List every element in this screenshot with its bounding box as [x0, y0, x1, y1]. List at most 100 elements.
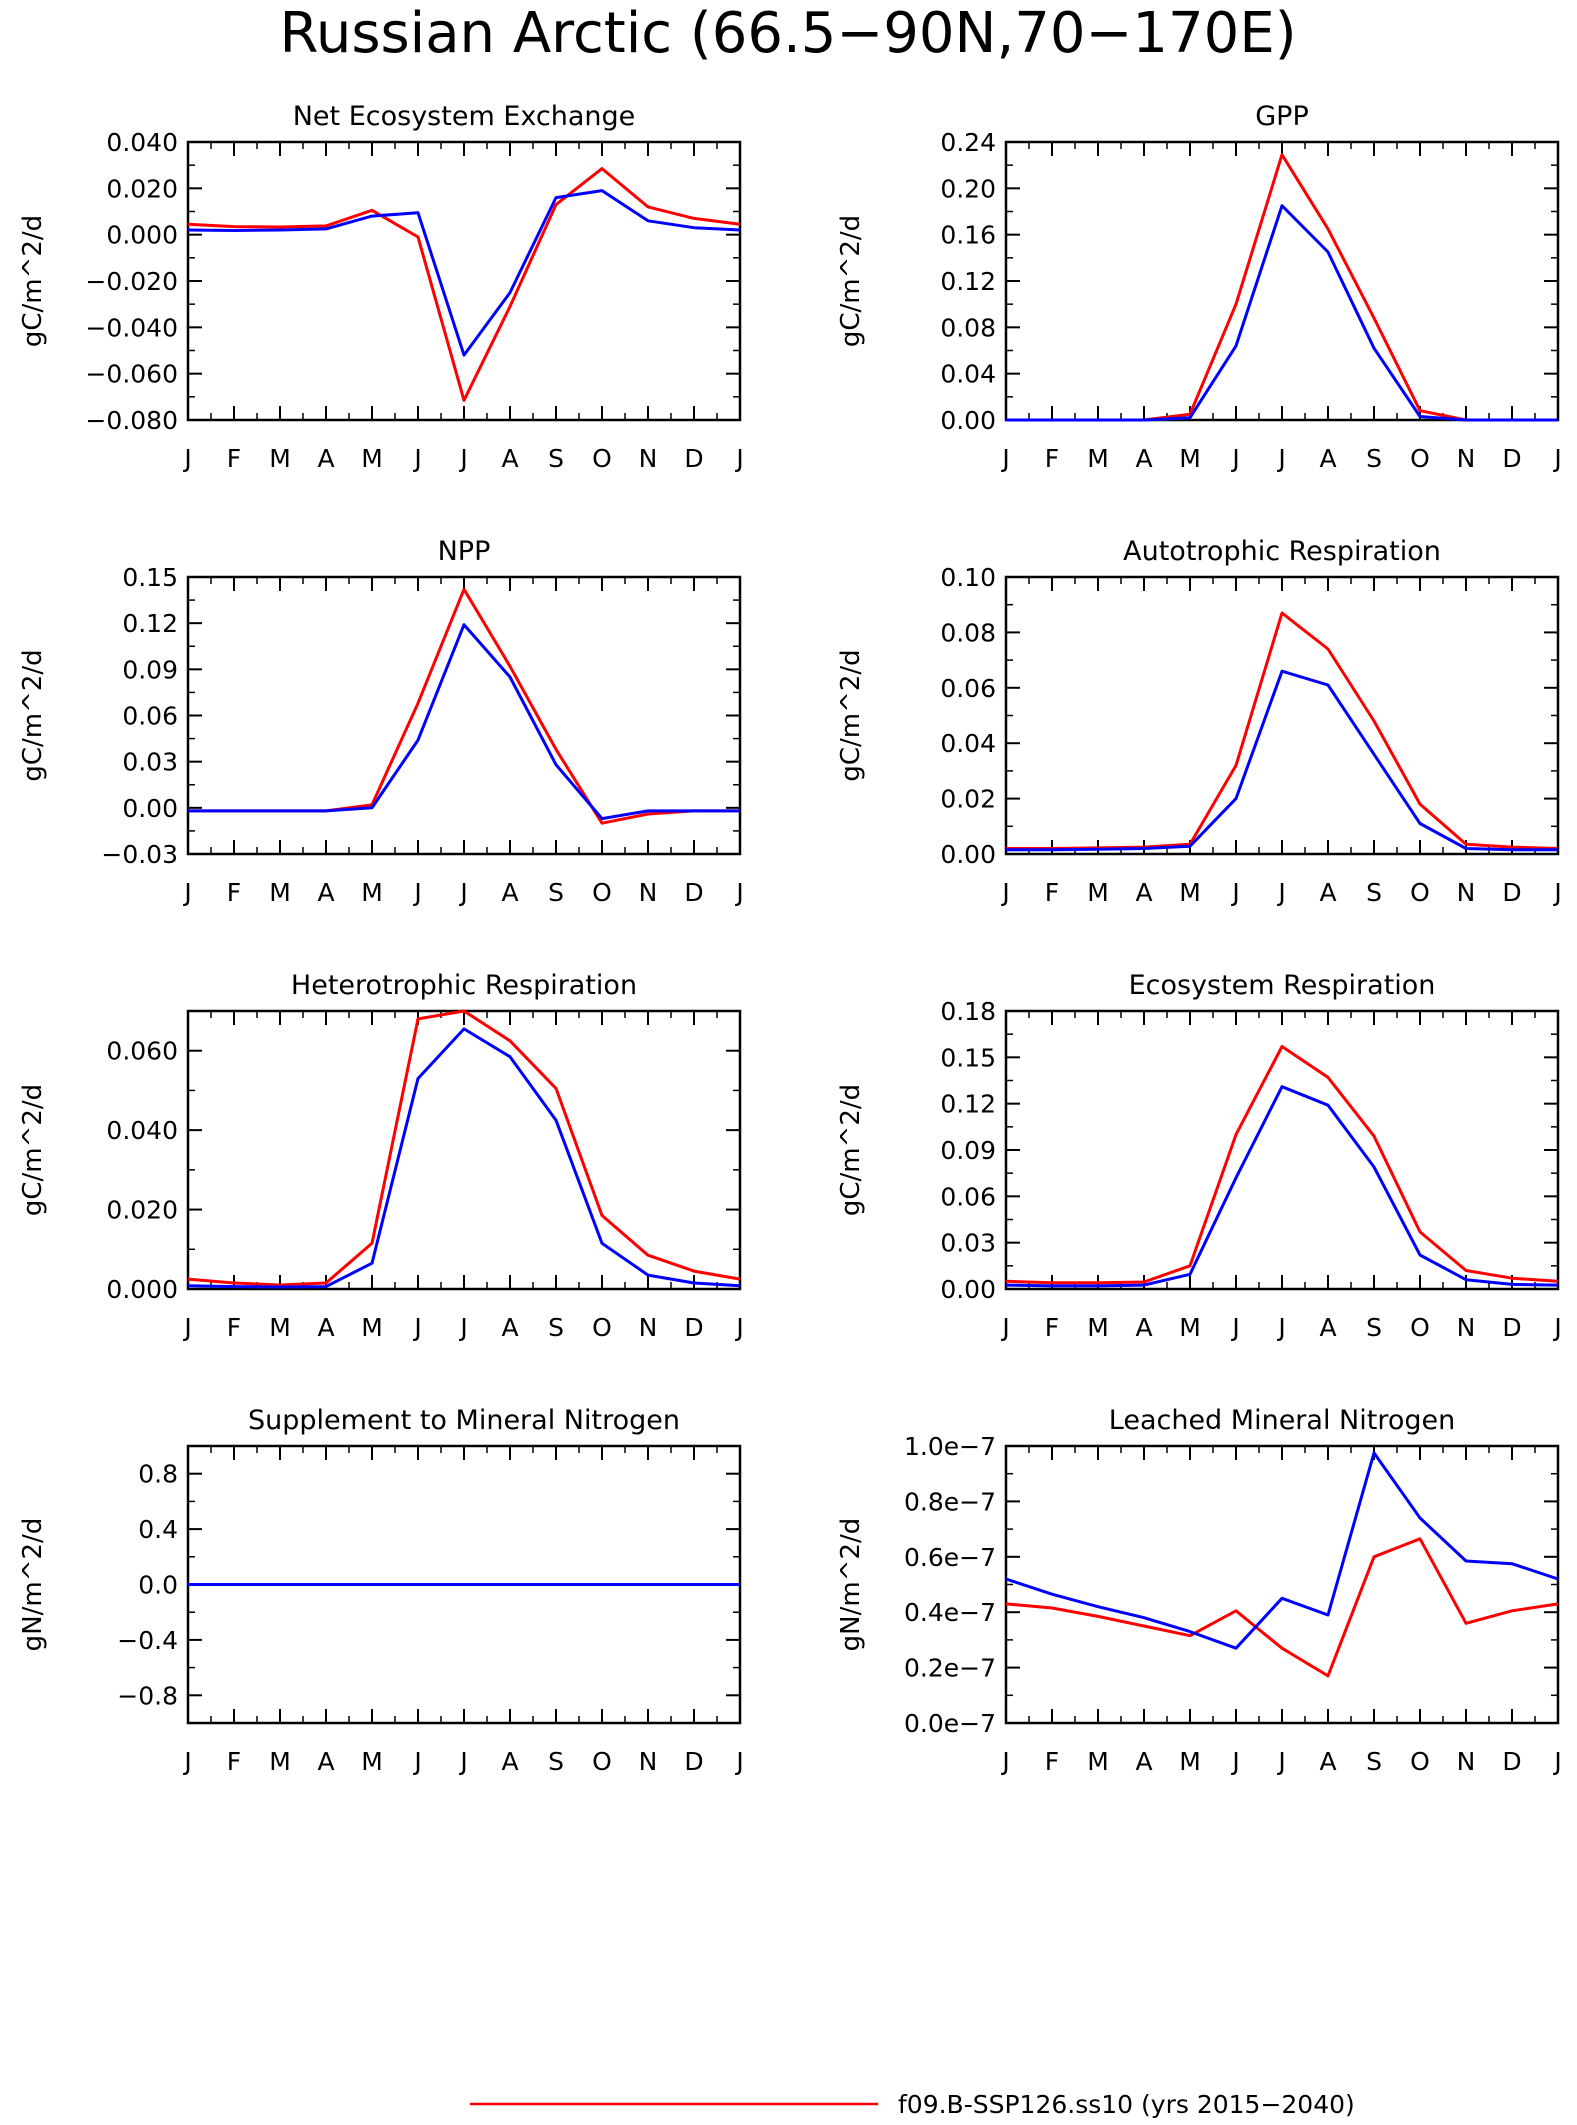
x-tick-label: J	[1552, 1747, 1561, 1776]
y-tick-label: 0.15	[122, 563, 178, 592]
panel-title: Ecosystem Respiration	[1129, 970, 1436, 1001]
y-tick-label: −0.03	[101, 840, 178, 869]
x-tick-label: S	[1366, 444, 1382, 473]
x-tick-label: S	[548, 444, 564, 473]
x-tick-label: M	[361, 444, 383, 473]
x-tick-label: S	[548, 878, 564, 907]
x-tick-label: J	[1552, 1313, 1561, 1342]
x-tick-label: F	[227, 878, 241, 907]
x-tick-label: J	[1230, 1747, 1239, 1776]
plot-frame	[186, 140, 742, 422]
y-tick-label: 0.020	[106, 174, 178, 203]
y-tick-label: 0.12	[940, 1090, 996, 1119]
y-tick-label: 0.040	[106, 1116, 178, 1145]
x-tick-label: J	[1000, 1313, 1009, 1342]
x-tick-label: A	[317, 444, 334, 473]
series-red-line	[187, 167, 741, 402]
x-tick-label: N	[1457, 878, 1476, 907]
x-tick-label: J	[1230, 878, 1239, 907]
x-tick-label: J	[412, 444, 421, 473]
x-tick-label: A	[1135, 1747, 1152, 1776]
x-tick-label: F	[1045, 878, 1059, 907]
x-tick-label: A	[1135, 444, 1152, 473]
x-tick-label: D	[684, 1313, 703, 1342]
y-tick-label: 1.0e−7	[904, 1432, 996, 1461]
x-tick-label: M	[1087, 878, 1109, 907]
x-tick-label: O	[1410, 444, 1430, 473]
x-tick-label: F	[227, 1313, 241, 1342]
y-tick-label: −0.8	[117, 1681, 178, 1710]
x-tick-label: M	[361, 1747, 383, 1776]
x-tick-label: J	[1000, 878, 1009, 907]
x-tick-label: J	[734, 878, 743, 907]
x-tick-label: A	[317, 1747, 334, 1776]
y-axis-label: gC/m^2/d	[18, 215, 48, 347]
x-tick-label: S	[1366, 1747, 1382, 1776]
y-tick-label: 0.000	[106, 221, 178, 250]
x-tick-label: A	[317, 878, 334, 907]
y-tick-label: 0.00	[940, 406, 996, 435]
x-tick-label: A	[1319, 444, 1336, 473]
y-tick-label: 0.06	[122, 702, 178, 731]
x-tick-label: D	[1502, 1313, 1521, 1342]
y-tick-label: 0.4e−7	[904, 1598, 996, 1627]
series-red-line	[1006, 153, 1558, 422]
y-tick-label: 0.09	[940, 1136, 996, 1165]
x-tick-label: M	[1179, 1313, 1201, 1342]
x-tick-label: A	[501, 878, 518, 907]
x-tick-label: A	[501, 1313, 518, 1342]
panel-title: Supplement to Mineral Nitrogen	[248, 1405, 680, 1436]
panel-title: NPP	[438, 536, 491, 567]
x-tick-label: J	[182, 444, 191, 473]
x-tick-label: J	[1276, 1747, 1285, 1776]
series-blue-line	[187, 189, 741, 357]
x-tick-label: F	[1045, 1747, 1059, 1776]
series-blue-line	[1006, 669, 1558, 852]
x-tick-label: J	[734, 1747, 743, 1776]
x-tick-label: N	[1457, 1747, 1476, 1776]
x-tick-label: S	[548, 1747, 564, 1776]
series-blue-line	[187, 1027, 741, 1289]
y-tick-label: 0.15	[940, 1043, 996, 1072]
plot-frame	[186, 1009, 742, 1291]
chart-panel: Supplement to Mineral Nitrogen gN/m^2/d J F…	[18, 1405, 744, 1776]
x-tick-label: M	[269, 1747, 291, 1776]
series-red-line	[1006, 611, 1559, 850]
y-tick-label: 0.02	[940, 785, 996, 814]
x-tick-label: N	[1457, 444, 1476, 473]
y-axis-label: gC/m^2/d	[836, 1084, 866, 1216]
plot-frame	[1004, 140, 1560, 422]
y-tick-label: 0.24	[940, 128, 996, 157]
y-tick-label: −0.040	[85, 313, 178, 342]
y-tick-label: 0.2e−7	[904, 1654, 996, 1683]
x-tick-label: D	[1502, 1747, 1521, 1776]
x-tick-label: O	[1410, 878, 1430, 907]
y-tick-label: 0.03	[940, 1229, 996, 1258]
x-tick-label: J	[734, 444, 743, 473]
x-tick-label: D	[684, 1747, 703, 1776]
x-tick-label: A	[317, 1313, 334, 1342]
x-tick-label: M	[269, 444, 291, 473]
x-tick-label: A	[1135, 878, 1152, 907]
legend-series1-label: f09.B-SSP126.ss10 (yrs 2015−2040)	[898, 2090, 1355, 2119]
y-tick-label: 0.03	[122, 748, 178, 777]
y-tick-label: 0.10	[940, 563, 996, 592]
y-tick-label: 0.6e−7	[904, 1543, 996, 1572]
x-tick-label: M	[1179, 444, 1201, 473]
x-tick-label: J	[412, 1747, 421, 1776]
y-tick-label: 0.20	[940, 174, 996, 203]
x-tick-label: M	[1087, 1747, 1109, 1776]
x-tick-label: J	[1552, 878, 1561, 907]
x-tick-label: J	[182, 1313, 191, 1342]
series-blue-line	[1005, 1451, 1559, 1650]
plot-frame	[1004, 1444, 1560, 1725]
x-tick-label: O	[592, 1747, 612, 1776]
x-tick-label: S	[1366, 1313, 1382, 1342]
y-tick-label: 0.12	[122, 609, 178, 638]
y-axis-label: gC/m^2/d	[18, 1084, 48, 1216]
panel-title: GPP	[1255, 101, 1309, 132]
y-tick-label: 0.06	[940, 1182, 996, 1211]
x-tick-label: O	[592, 444, 612, 473]
